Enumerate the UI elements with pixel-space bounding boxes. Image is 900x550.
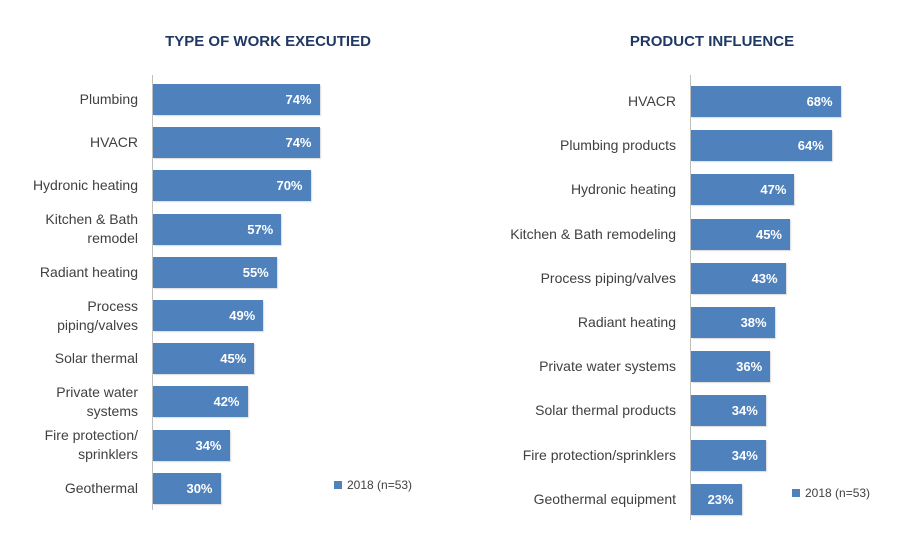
data-label: 74%	[285, 135, 312, 151]
data-label: 45%	[220, 351, 247, 367]
data-label: 47%	[760, 182, 787, 198]
chart-title: PRODUCT INFLUENCE	[629, 33, 795, 50]
category-label: HVACR	[628, 93, 676, 109]
bar	[153, 256, 277, 288]
bar	[691, 262, 786, 294]
data-label: 68%	[806, 94, 833, 109]
category-label: Solar thermal	[54, 350, 138, 367]
data-label: 34%	[731, 403, 758, 419]
legend-label: 2018 (n=53)	[805, 486, 871, 500]
category-label: Fire protection/sprinklers	[522, 446, 676, 463]
category-label: Radiant heating	[39, 263, 138, 280]
category-label: Private water systems	[56, 383, 138, 419]
bar	[153, 170, 311, 202]
data-label: 74%	[285, 92, 312, 107]
category-label: Process piping/valves	[57, 297, 138, 333]
chart-title: TYPE OF WORK EXECUTIED	[165, 33, 371, 50]
category-axis	[690, 75, 691, 520]
bar	[153, 343, 255, 375]
bar	[153, 472, 221, 504]
data-label: 36%	[736, 359, 763, 375]
data-label: 57%	[247, 221, 274, 237]
bar	[153, 213, 282, 245]
chart-product-influence: PRODUCT INFLUENCE 2018 (n=53) HVACR 68% Pl…	[450, 0, 900, 550]
legend: 2018 (n=53)	[792, 486, 870, 500]
bar	[691, 351, 771, 383]
bar	[153, 84, 320, 115]
data-label: 43%	[751, 270, 778, 286]
category-label: Radiant heating	[577, 314, 676, 330]
category-label: Plumbing products	[560, 137, 676, 154]
category-label: Kitchen & Bath remodeling	[510, 225, 676, 242]
data-label: 45%	[755, 226, 782, 242]
bar	[691, 130, 832, 162]
category-label: Hydronic heating	[32, 177, 138, 194]
legend-swatch	[792, 489, 800, 497]
data-label: 23%	[707, 491, 734, 507]
data-label: 38%	[740, 315, 767, 330]
bar	[153, 429, 230, 461]
category-label: Plumbing	[79, 91, 138, 107]
category-label: Geothermal	[64, 479, 138, 496]
category-label: Geothermal equipment	[533, 490, 676, 507]
data-label: 64%	[797, 138, 824, 154]
data-label: 70%	[276, 178, 303, 194]
bar	[691, 395, 766, 427]
data-label: 30%	[186, 480, 213, 496]
bar	[691, 439, 766, 471]
legend: 2018 (n=53)	[334, 478, 412, 492]
category-axis	[152, 75, 153, 510]
data-label: 34%	[731, 447, 758, 463]
bar	[691, 86, 841, 117]
category-label: Solar thermal products	[535, 402, 676, 419]
bar	[153, 127, 320, 159]
category-label: Private water systems	[539, 358, 676, 375]
bar	[153, 386, 248, 418]
category-label: Hydronic heating	[570, 181, 676, 198]
bar	[153, 300, 264, 331]
legend-label: 2018 (n=53)	[347, 478, 413, 492]
bar	[691, 174, 795, 206]
data-label: 55%	[242, 264, 269, 280]
category-label: Kitchen & Bath remodel	[45, 211, 138, 247]
bar	[691, 307, 775, 338]
data-label: 49%	[229, 308, 256, 323]
chart-type-of-work: TYPE OF WORK EXECUTIED 2018 (n=53) Plumb…	[32, 33, 412, 510]
category-label: Fire protection/ sprinklers	[44, 427, 138, 463]
bar	[691, 218, 790, 250]
legend-swatch	[334, 481, 342, 489]
data-label: 42%	[213, 394, 240, 410]
bar	[691, 483, 742, 515]
category-label: HVACR	[90, 134, 138, 151]
category-label: Process piping/valves	[540, 269, 676, 286]
data-label: 34%	[195, 437, 222, 453]
